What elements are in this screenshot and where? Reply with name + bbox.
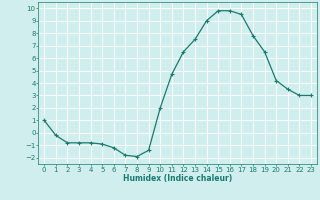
X-axis label: Humidex (Indice chaleur): Humidex (Indice chaleur)	[123, 174, 232, 183]
